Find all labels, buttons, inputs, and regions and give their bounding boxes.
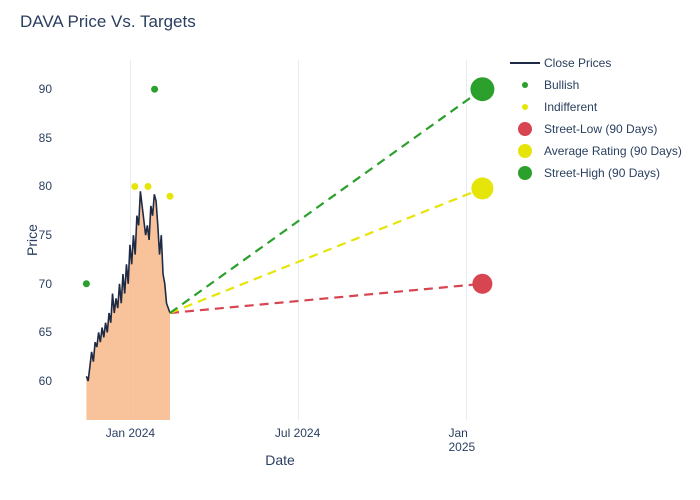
legend-swatch — [510, 166, 540, 180]
x-axis-title: Date — [265, 452, 295, 468]
legend-item: Street-Low (90 Days) — [510, 120, 682, 138]
target-high-line — [170, 89, 482, 313]
indifferent-point — [131, 183, 138, 190]
legend-item: Street-High (90 Days) — [510, 164, 682, 182]
legend-swatch — [510, 122, 540, 136]
target-avg-marker — [471, 177, 493, 199]
x-tick-label: Jan 2024 — [106, 426, 155, 440]
target-low-line — [170, 284, 482, 313]
legend-label: Indifferent — [544, 100, 597, 114]
legend-swatch — [510, 144, 540, 158]
bullish-point — [83, 280, 90, 287]
legend-label: Bullish — [544, 78, 579, 92]
legend-label: Street-High (90 Days) — [544, 166, 660, 180]
legend-swatch — [510, 56, 540, 70]
legend: Close Prices Bullish Indifferent Street-Low… — [510, 54, 682, 186]
target-high-marker — [470, 77, 494, 101]
indifferent-point — [167, 193, 174, 200]
y-tick-label: 70 — [39, 277, 52, 291]
y-axis-title: Price — [24, 224, 40, 256]
legend-item: Average Rating (90 Days) — [510, 142, 682, 160]
legend-item: Indifferent — [510, 98, 682, 116]
legend-label: Average Rating (90 Days) — [544, 144, 682, 158]
y-tick-label: 65 — [39, 325, 52, 339]
x-tick-label: Jul 2024 — [275, 426, 320, 440]
chart-svg — [60, 60, 500, 420]
y-tick-label: 85 — [39, 131, 52, 145]
y-tick-label: 90 — [39, 82, 52, 96]
legend-item: Bullish — [510, 76, 682, 94]
legend-item: Close Prices — [510, 54, 682, 72]
y-tick-label: 75 — [39, 228, 52, 242]
target-avg-line — [170, 188, 482, 313]
chart-title: DAVA Price Vs. Targets — [20, 12, 196, 32]
bullish-point — [151, 86, 158, 93]
target-low-marker — [472, 274, 492, 294]
legend-label: Street-Low (90 Days) — [544, 122, 657, 136]
legend-label: Close Prices — [544, 56, 611, 70]
y-tick-label: 80 — [39, 179, 52, 193]
legend-swatch — [510, 78, 540, 92]
x-tick-label: Jan 2025 — [449, 426, 483, 454]
plot-area: Price Date 60657075808590 Jan 2024Jul 20… — [60, 60, 500, 420]
y-tick-label: 60 — [39, 374, 52, 388]
indifferent-point — [145, 183, 152, 190]
legend-swatch — [510, 100, 540, 114]
